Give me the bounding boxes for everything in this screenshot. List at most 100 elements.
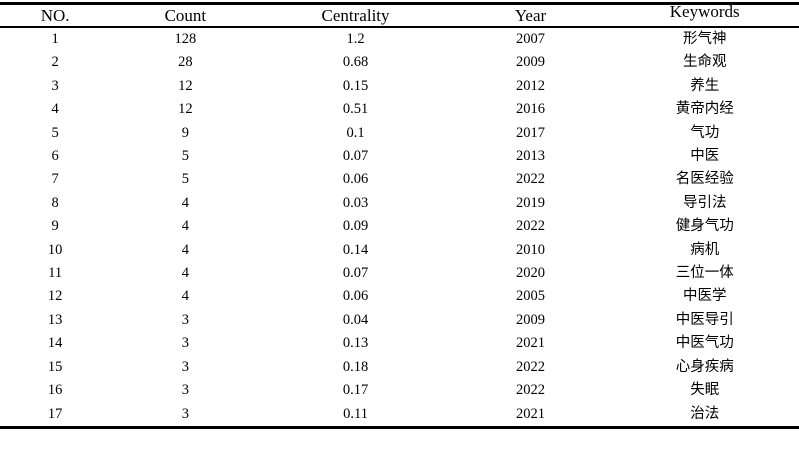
header-count-label: Count bbox=[164, 6, 207, 25]
cell-count: 4 bbox=[181, 218, 189, 235]
cell-year: 2016 bbox=[516, 101, 545, 118]
cell-centrality: 0.11 bbox=[343, 405, 368, 422]
cell-centrality: 0.06 bbox=[342, 171, 369, 188]
cell-keyword: 气功 bbox=[690, 124, 720, 141]
cell-no: 13 bbox=[47, 311, 63, 328]
cell-keyword: 中医学 bbox=[682, 288, 727, 305]
header-centrality: Centrality bbox=[260, 4, 450, 28]
cell-year: 2022 bbox=[516, 171, 545, 188]
cell-count: 3 bbox=[181, 335, 189, 352]
cell-no: 7 bbox=[51, 171, 59, 188]
cell-year: 2021 bbox=[516, 335, 545, 352]
cell-no: 5 bbox=[51, 124, 59, 141]
header-year-label: Year bbox=[514, 6, 547, 25]
cell-count: 3 bbox=[181, 311, 189, 328]
cell-centrality: 0.51 bbox=[342, 101, 369, 118]
table-row: 6 5 0.07 2013 中医 bbox=[0, 145, 799, 168]
header-year: Year bbox=[451, 4, 611, 28]
cell-keyword: 导引法 bbox=[682, 194, 727, 211]
cell-year: 2020 bbox=[516, 265, 545, 282]
cell-no: 1 bbox=[51, 31, 59, 47]
cell-count: 9 bbox=[181, 124, 189, 141]
table-row: 16 3 0.17 2022 失眠 bbox=[0, 379, 799, 402]
cell-no: 3 bbox=[51, 77, 59, 94]
cell-centrality: 0.13 bbox=[342, 335, 369, 352]
cell-year: 2010 bbox=[516, 241, 545, 258]
cell-centrality: 0.04 bbox=[342, 311, 369, 328]
table-row: 7 5 0.06 2022 名医经验 bbox=[0, 168, 799, 191]
table-row: 9 4 0.09 2022 健身气功 bbox=[0, 215, 799, 238]
cell-year: 2022 bbox=[516, 358, 545, 375]
cell-centrality: 0.14 bbox=[342, 241, 369, 258]
table-row: 8 4 0.03 2019 导引法 bbox=[0, 192, 799, 215]
cell-no: 4 bbox=[51, 101, 59, 118]
cell-year: 2021 bbox=[516, 405, 545, 422]
cell-keyword: 名医经验 bbox=[675, 171, 734, 188]
cell-no: 6 bbox=[51, 148, 59, 165]
table-header: NO. Count Centrality Year Keywords bbox=[0, 2, 799, 28]
table-row: 10 4 0.14 2010 病机 bbox=[0, 239, 799, 262]
cell-no: 2 bbox=[51, 54, 59, 71]
cell-centrality: 0.09 bbox=[342, 218, 369, 235]
header-no-label: NO. bbox=[40, 6, 70, 25]
table-row: 4 12 0.51 2016 黄帝内经 bbox=[0, 98, 799, 121]
cell-count: 128 bbox=[174, 31, 197, 47]
cell-centrality: 0.03 bbox=[342, 194, 369, 211]
cell-count: 3 bbox=[181, 405, 189, 422]
cell-count: 4 bbox=[181, 194, 189, 211]
cell-keyword: 失眠 bbox=[690, 382, 720, 399]
table-row: 17 3 0.11 2021 治法 bbox=[0, 403, 799, 428]
cell-year: 2022 bbox=[516, 382, 545, 399]
table-row: 13 3 0.04 2009 中医导引 bbox=[0, 309, 799, 332]
table-row: 11 4 0.07 2020 三位一体 bbox=[0, 262, 799, 285]
cell-year: 2022 bbox=[516, 218, 545, 235]
cell-centrality: 0.1 bbox=[346, 124, 365, 141]
header-keywords: Keywords bbox=[610, 2, 799, 28]
cell-year: 2009 bbox=[516, 54, 545, 71]
cell-count: 4 bbox=[181, 288, 189, 305]
header-count: Count bbox=[110, 4, 260, 28]
table-row: 5 9 0.1 2017 气功 bbox=[0, 122, 799, 145]
cell-year: 2019 bbox=[516, 194, 545, 211]
cell-keyword: 形气神 bbox=[682, 31, 727, 47]
cell-centrality: 0.06 bbox=[342, 288, 369, 305]
cell-no: 15 bbox=[47, 358, 63, 375]
cell-keyword: 黄帝内经 bbox=[675, 101, 734, 118]
cell-year: 2009 bbox=[516, 311, 545, 328]
cell-year: 2012 bbox=[516, 77, 545, 94]
cell-keyword: 健身气功 bbox=[675, 218, 734, 235]
cell-centrality: 0.07 bbox=[342, 265, 369, 282]
cell-keyword: 中医 bbox=[690, 148, 720, 165]
cell-centrality: 0.15 bbox=[342, 77, 369, 94]
keywords-table: NO. Count Centrality Year Keywords 1 128 1… bbox=[0, 2, 799, 429]
header-keywords-label: Keywords bbox=[669, 2, 740, 21]
cell-count: 28 bbox=[178, 54, 193, 71]
cell-count: 12 bbox=[178, 101, 193, 118]
cell-count: 4 bbox=[181, 241, 189, 258]
table-row: 3 12 0.15 2012 养生 bbox=[0, 75, 799, 98]
cell-centrality: 0.68 bbox=[342, 54, 369, 71]
header-centrality-label: Centrality bbox=[321, 6, 390, 25]
cell-no: 16 bbox=[47, 382, 63, 399]
cell-keyword: 生命观 bbox=[682, 54, 727, 71]
cell-no: 11 bbox=[48, 265, 63, 282]
table-row: 15 3 0.18 2022 心身疾病 bbox=[0, 356, 799, 379]
cell-count: 4 bbox=[181, 265, 189, 282]
cell-count: 3 bbox=[181, 358, 189, 375]
header-row: NO. Count Centrality Year Keywords bbox=[0, 2, 799, 28]
cell-count: 12 bbox=[178, 77, 193, 94]
cell-no: 12 bbox=[47, 288, 63, 305]
cell-count: 3 bbox=[181, 382, 189, 399]
cell-keyword: 中医导引 bbox=[675, 311, 734, 328]
cell-centrality: 0.17 bbox=[342, 382, 369, 399]
table-row: 1 128 1.2 2007 形气神 bbox=[0, 27, 799, 51]
cell-keyword: 三位一体 bbox=[675, 265, 734, 282]
cell-year: 2013 bbox=[516, 148, 545, 165]
cell-centrality: 0.07 bbox=[342, 148, 369, 165]
cell-keyword: 治法 bbox=[690, 405, 720, 422]
cell-year: 2007 bbox=[516, 31, 545, 47]
table-row: 14 3 0.13 2021 中医气功 bbox=[0, 332, 799, 355]
cell-no: 14 bbox=[47, 335, 63, 352]
cell-keyword: 心身疾病 bbox=[675, 358, 734, 375]
